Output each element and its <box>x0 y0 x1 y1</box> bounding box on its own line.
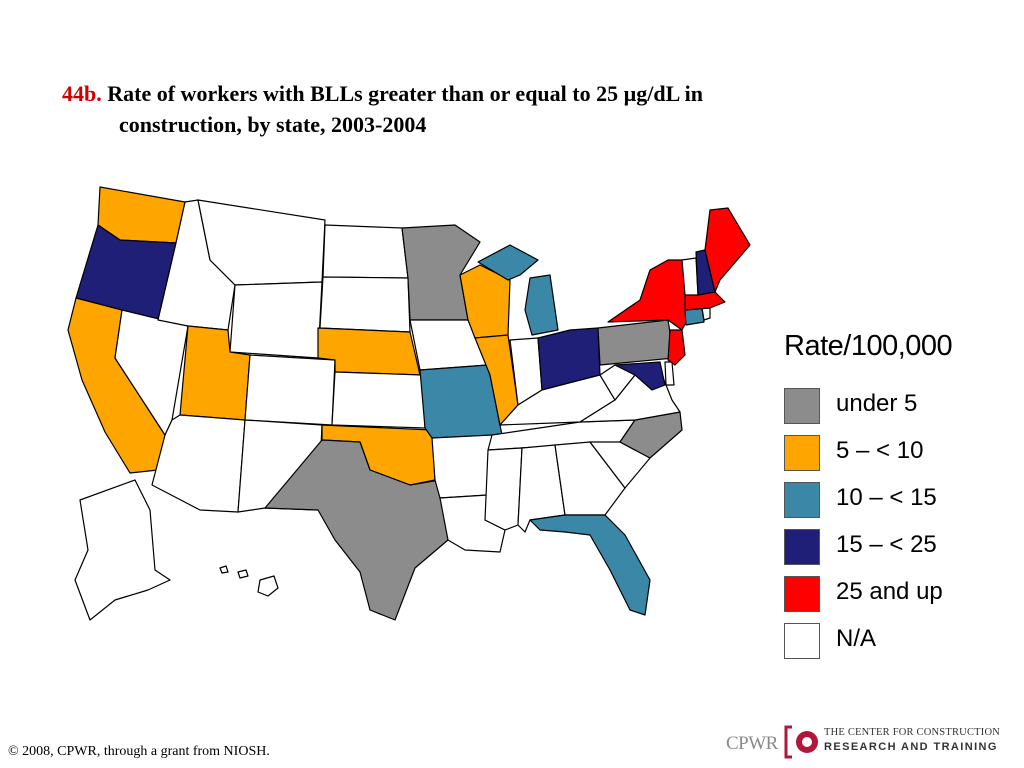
state-MS <box>484 447 523 531</box>
legend-label: 25 and up <box>836 578 943 605</box>
state-WY <box>229 281 323 359</box>
logo-line-1: THE CENTER FOR CONSTRUCTION <box>824 727 1001 738</box>
state-NC <box>619 411 683 459</box>
state-AK <box>74 479 171 621</box>
logo-mark-icon <box>784 725 818 759</box>
legend-label: 15 – < 25 <box>836 531 937 558</box>
legend-swatch <box>784 482 820 518</box>
legend-swatch <box>784 576 820 612</box>
state-NJ <box>667 329 686 366</box>
state-CO <box>244 354 336 426</box>
state-MD <box>614 361 666 391</box>
state-KS <box>331 371 426 429</box>
cpwr-logo: CPWR THE CENTER FOR CONSTRUCTION RESEARC… <box>726 724 1012 762</box>
legend-item: 5 – < 10 <box>784 435 994 473</box>
legend-swatch <box>784 388 820 424</box>
map-legend: Rate/100,000 under 5 5 – < 10 10 – < 15 … <box>780 330 1000 670</box>
legend-item: N/A <box>784 623 994 661</box>
legend-item: under 5 <box>784 388 994 426</box>
state-ND <box>322 224 409 279</box>
figure-number: 44b. <box>62 81 102 106</box>
copyright-footer: © 2008, CPWR, through a grant from NIOSH… <box>8 744 270 759</box>
title-line-2: construction, by state, 2003-2004 <box>119 112 427 137</box>
us-state-map <box>60 180 760 630</box>
legend-label: 5 – < 10 <box>836 437 924 464</box>
logo-line-2: RESEARCH AND TRAINING <box>824 741 998 753</box>
legend-title: Rate/100,000 <box>784 330 953 362</box>
state-FL <box>529 514 651 616</box>
state-SD <box>319 276 411 333</box>
state-DE <box>664 361 675 386</box>
state-GA <box>554 441 626 516</box>
title-line-1: Rate of workers with BLLs greater than o… <box>107 81 703 106</box>
legend-item: 10 – < 15 <box>784 482 994 520</box>
state-CT <box>684 307 705 326</box>
state-PA <box>597 319 675 366</box>
legend-label: under 5 <box>836 390 918 417</box>
state-HI <box>219 565 279 597</box>
legend-item: 15 – < 25 <box>784 529 994 567</box>
legend-swatch <box>784 435 820 471</box>
legend-swatch <box>784 623 820 659</box>
legend-label: N/A <box>836 625 877 652</box>
state-NY <box>607 259 693 331</box>
state-VT <box>681 257 699 296</box>
legend-item: 25 and up <box>784 576 994 614</box>
slide-title: 44b. Rate of workers with BLLs greater t… <box>62 78 962 140</box>
state-ME <box>704 207 751 293</box>
state-AR <box>431 434 493 499</box>
state-MI <box>477 244 559 336</box>
legend-label: 10 – < 15 <box>836 484 937 511</box>
state-RI <box>701 307 711 321</box>
logo-abbreviation: CPWR <box>726 733 778 754</box>
state-TX <box>264 439 449 621</box>
legend-swatch <box>784 529 820 565</box>
